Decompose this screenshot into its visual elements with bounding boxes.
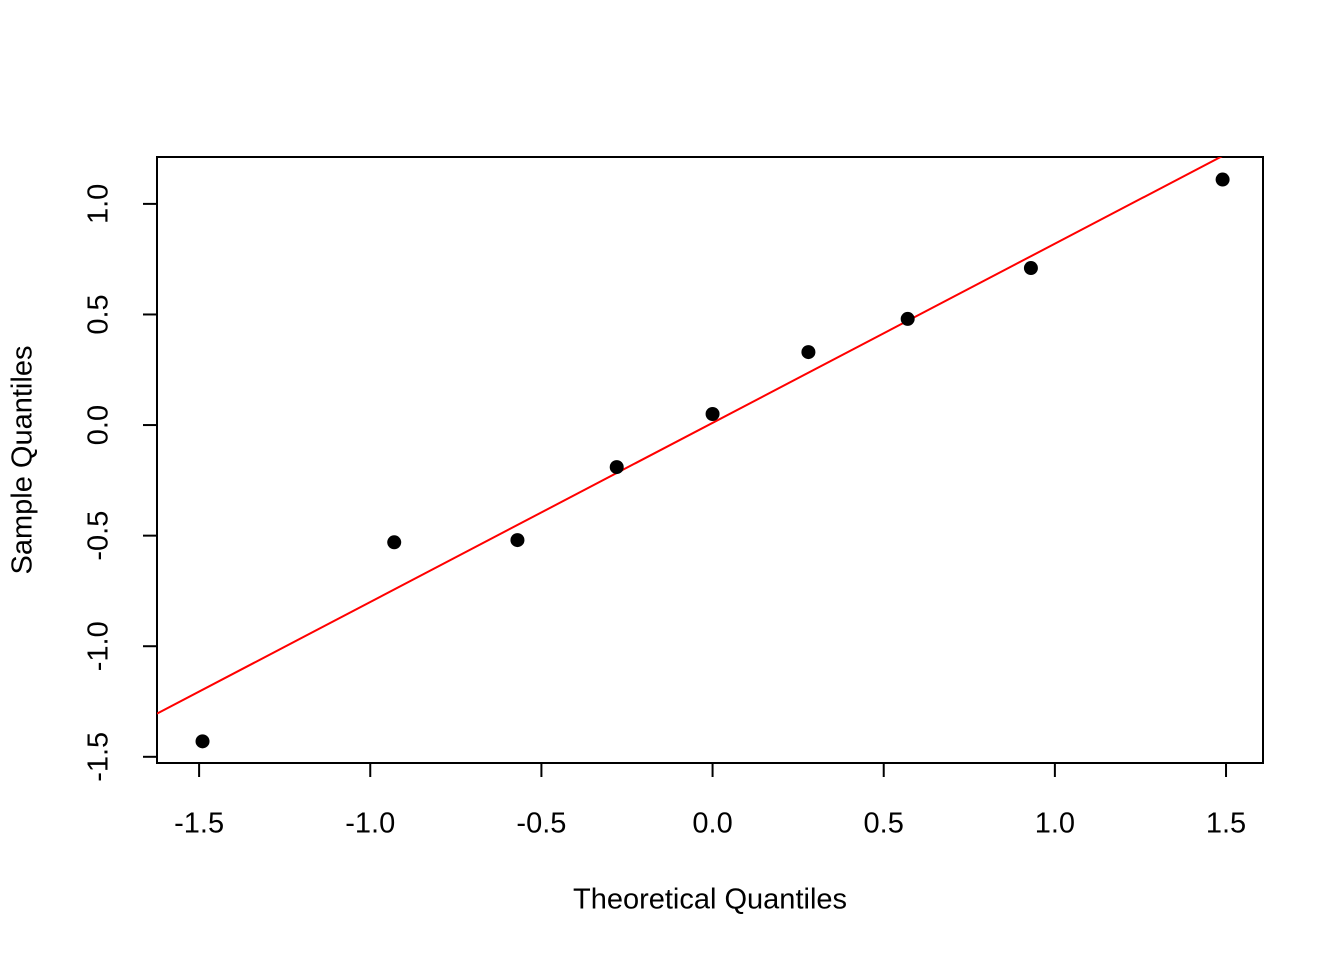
- x-tick-label: -1.5: [174, 808, 224, 840]
- data-point: [1215, 172, 1230, 187]
- y-tick-label: -0.5: [83, 511, 115, 561]
- y-axis-title: Sample Quantiles: [7, 346, 39, 575]
- y-tick-label: 0.5: [83, 294, 115, 334]
- x-tick-label: 0.5: [864, 808, 904, 840]
- y-tick-label: 1.0: [83, 184, 115, 224]
- y-tick-label: 0.0: [83, 405, 115, 445]
- x-tick-label: -1.0: [345, 808, 395, 840]
- data-point: [195, 734, 210, 749]
- x-axis-title: Theoretical Quantiles: [573, 884, 847, 916]
- data-point: [1023, 261, 1038, 276]
- data-point: [705, 406, 720, 421]
- x-tick-label: 1.5: [1206, 808, 1246, 840]
- data-point: [801, 345, 816, 360]
- data-point: [510, 533, 525, 548]
- x-tick-label: 1.0: [1035, 808, 1075, 840]
- y-tick-label: -1.0: [83, 621, 115, 671]
- x-tick-label: -0.5: [516, 808, 566, 840]
- y-tick-label: -1.5: [83, 732, 115, 782]
- data-point: [387, 535, 402, 550]
- data-point: [609, 460, 624, 475]
- plot-frame: [156, 156, 1264, 764]
- x-tick-label: 0.0: [692, 808, 732, 840]
- data-point: [900, 311, 915, 326]
- reference-line: [157, 157, 1223, 715]
- reference-line-group: [157, 157, 1223, 715]
